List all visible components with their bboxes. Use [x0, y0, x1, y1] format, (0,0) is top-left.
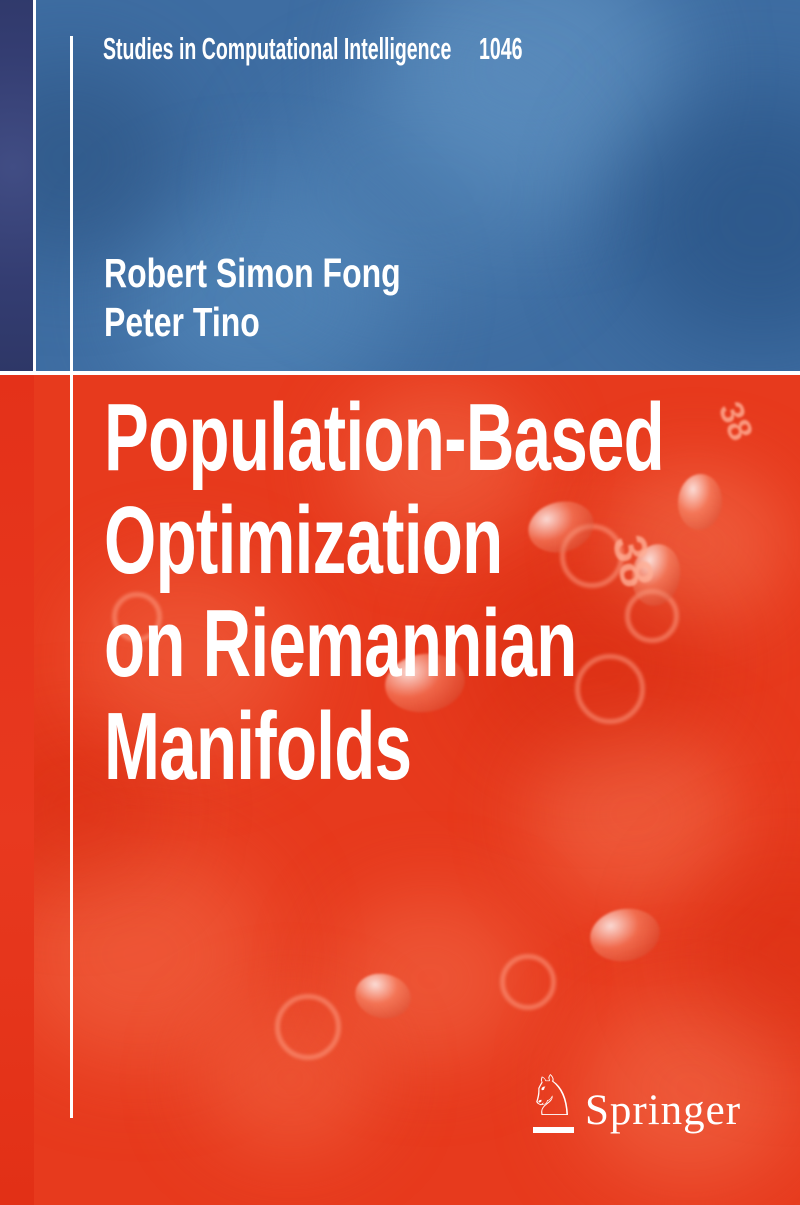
series-heading: Studies in Computational Intelligence 10…	[103, 32, 522, 66]
bottom-red-panel: 38 38	[0, 374, 800, 1205]
series-name: Studies in Computational Intelligence	[103, 31, 452, 66]
publisher-name: Springer	[585, 1087, 742, 1134]
spine-divider-line	[33, 0, 36, 371]
red-texture-blob	[530, 724, 740, 904]
circuit-pad-ring	[112, 592, 162, 642]
water-droplet	[586, 903, 664, 967]
red-texture-blob	[580, 994, 800, 1184]
panel-divider-line	[0, 371, 800, 375]
red-texture-blob	[340, 384, 540, 544]
red-texture-blob	[10, 844, 270, 1064]
book-title-line: on Riemannian	[104, 590, 577, 697]
circuit-silkscreen-number: 38	[710, 396, 761, 446]
blue-texture-blob	[380, 0, 680, 200]
springer-horse-icon: ♘	[527, 1064, 578, 1129]
circuit-pad-ring	[275, 994, 341, 1060]
blue-texture-blob	[260, 70, 580, 310]
circuit-pad-ring	[575, 654, 645, 724]
book-title-line: Population-Based	[104, 384, 665, 491]
blue-texture-blob	[120, 190, 400, 372]
spine-strip-navy	[0, 0, 33, 371]
author-name: Robert Simon Fong	[104, 250, 401, 296]
red-texture-blob	[70, 564, 300, 754]
series-number: 1046	[479, 31, 523, 66]
book-title-line: Optimization	[104, 487, 503, 594]
book-title-line: Manifolds	[104, 693, 412, 800]
authors-block: Robert Simon Fong Peter Tino	[104, 249, 401, 347]
spine-strip-red	[0, 374, 34, 1205]
vertical-rule-line	[70, 36, 73, 1118]
book-title: Population-Based Optimization on Riemann…	[104, 384, 665, 800]
springer-logo-underline	[533, 1127, 574, 1133]
author-name: Peter Tino	[104, 299, 260, 345]
circuit-pad-ring	[500, 954, 556, 1010]
